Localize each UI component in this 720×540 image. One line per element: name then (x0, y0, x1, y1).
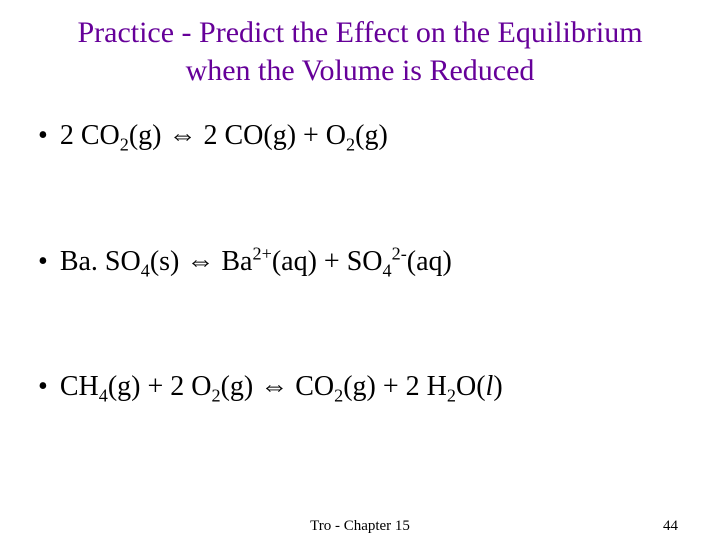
equilibrium-arrow: ⇔ (168, 120, 196, 151)
equation-text: Ba. SO4(s) ⇔ Ba2+(aq) + SO42-(aq) (60, 245, 452, 279)
equation-text: CH4(g) + 2 O2(g) ⇔ CO2(g) + 2 H2O(l) (60, 370, 503, 404)
equation-text: 2 CO2(g) ⇔ 2 CO(g) + O2(g) (60, 119, 388, 153)
footer-source: Tro - Chapter 15 (310, 518, 410, 535)
bullet: • (38, 119, 48, 153)
equation-1: • 2 CO2(g) ⇔ 2 CO(g) + O2(g) (38, 119, 720, 153)
equation-3: • CH4(g) + 2 O2(g) ⇔ CO2(g) + 2 H2O(l) (38, 370, 720, 404)
page-number: 44 (663, 518, 678, 535)
bullet: • (38, 245, 48, 279)
title-line-2: when the Volume is Reduced (186, 54, 535, 87)
title-line-1: Practice - Predict the Effect on the Equ… (77, 16, 642, 49)
equilibrium-arrow: ⇔ (260, 371, 288, 402)
slide-title: Practice - Predict the Effect on the Equ… (0, 0, 720, 89)
equilibrium-arrow: ⇔ (186, 246, 214, 277)
equation-2: • Ba. SO4(s) ⇔ Ba2+(aq) + SO42-(aq) (38, 245, 720, 279)
bullet: • (38, 370, 48, 404)
content-area: • 2 CO2(g) ⇔ 2 CO(g) + O2(g) • Ba. SO4(s… (0, 89, 720, 404)
